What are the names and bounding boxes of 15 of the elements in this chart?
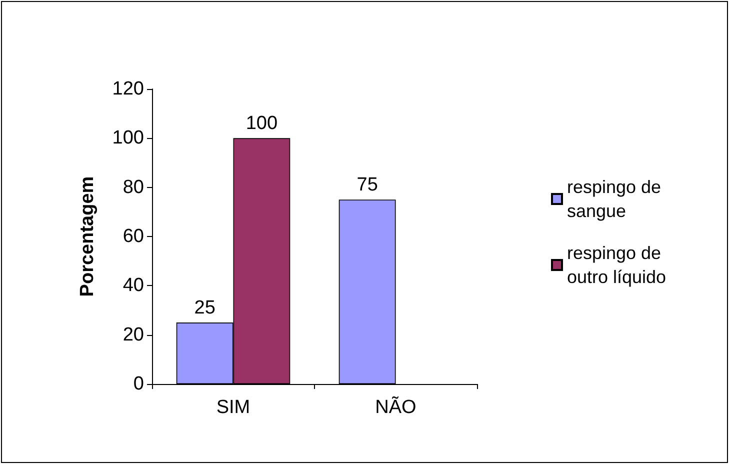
y-tick-label: 80: [122, 176, 144, 198]
y-tick-label: 120: [112, 78, 144, 100]
y-tick-label: 60: [122, 226, 144, 247]
data-label: 100: [246, 113, 278, 134]
legend-label: respingo de outro líquido: [567, 243, 666, 287]
legend-label: respingo de sangue: [567, 177, 666, 221]
x-tick-label: NÃO: [375, 396, 416, 418]
y-tick-label: 40: [122, 275, 144, 296]
data-label: 25: [194, 298, 216, 319]
y-axis-title: Porcentagem: [77, 176, 98, 297]
data-label: 75: [356, 174, 378, 196]
y-tick-label: 100: [112, 128, 144, 149]
x-tick-label: SIM: [216, 397, 250, 418]
y-tick-label: 20: [122, 324, 144, 346]
y-tick-label: 0: [133, 374, 144, 394]
